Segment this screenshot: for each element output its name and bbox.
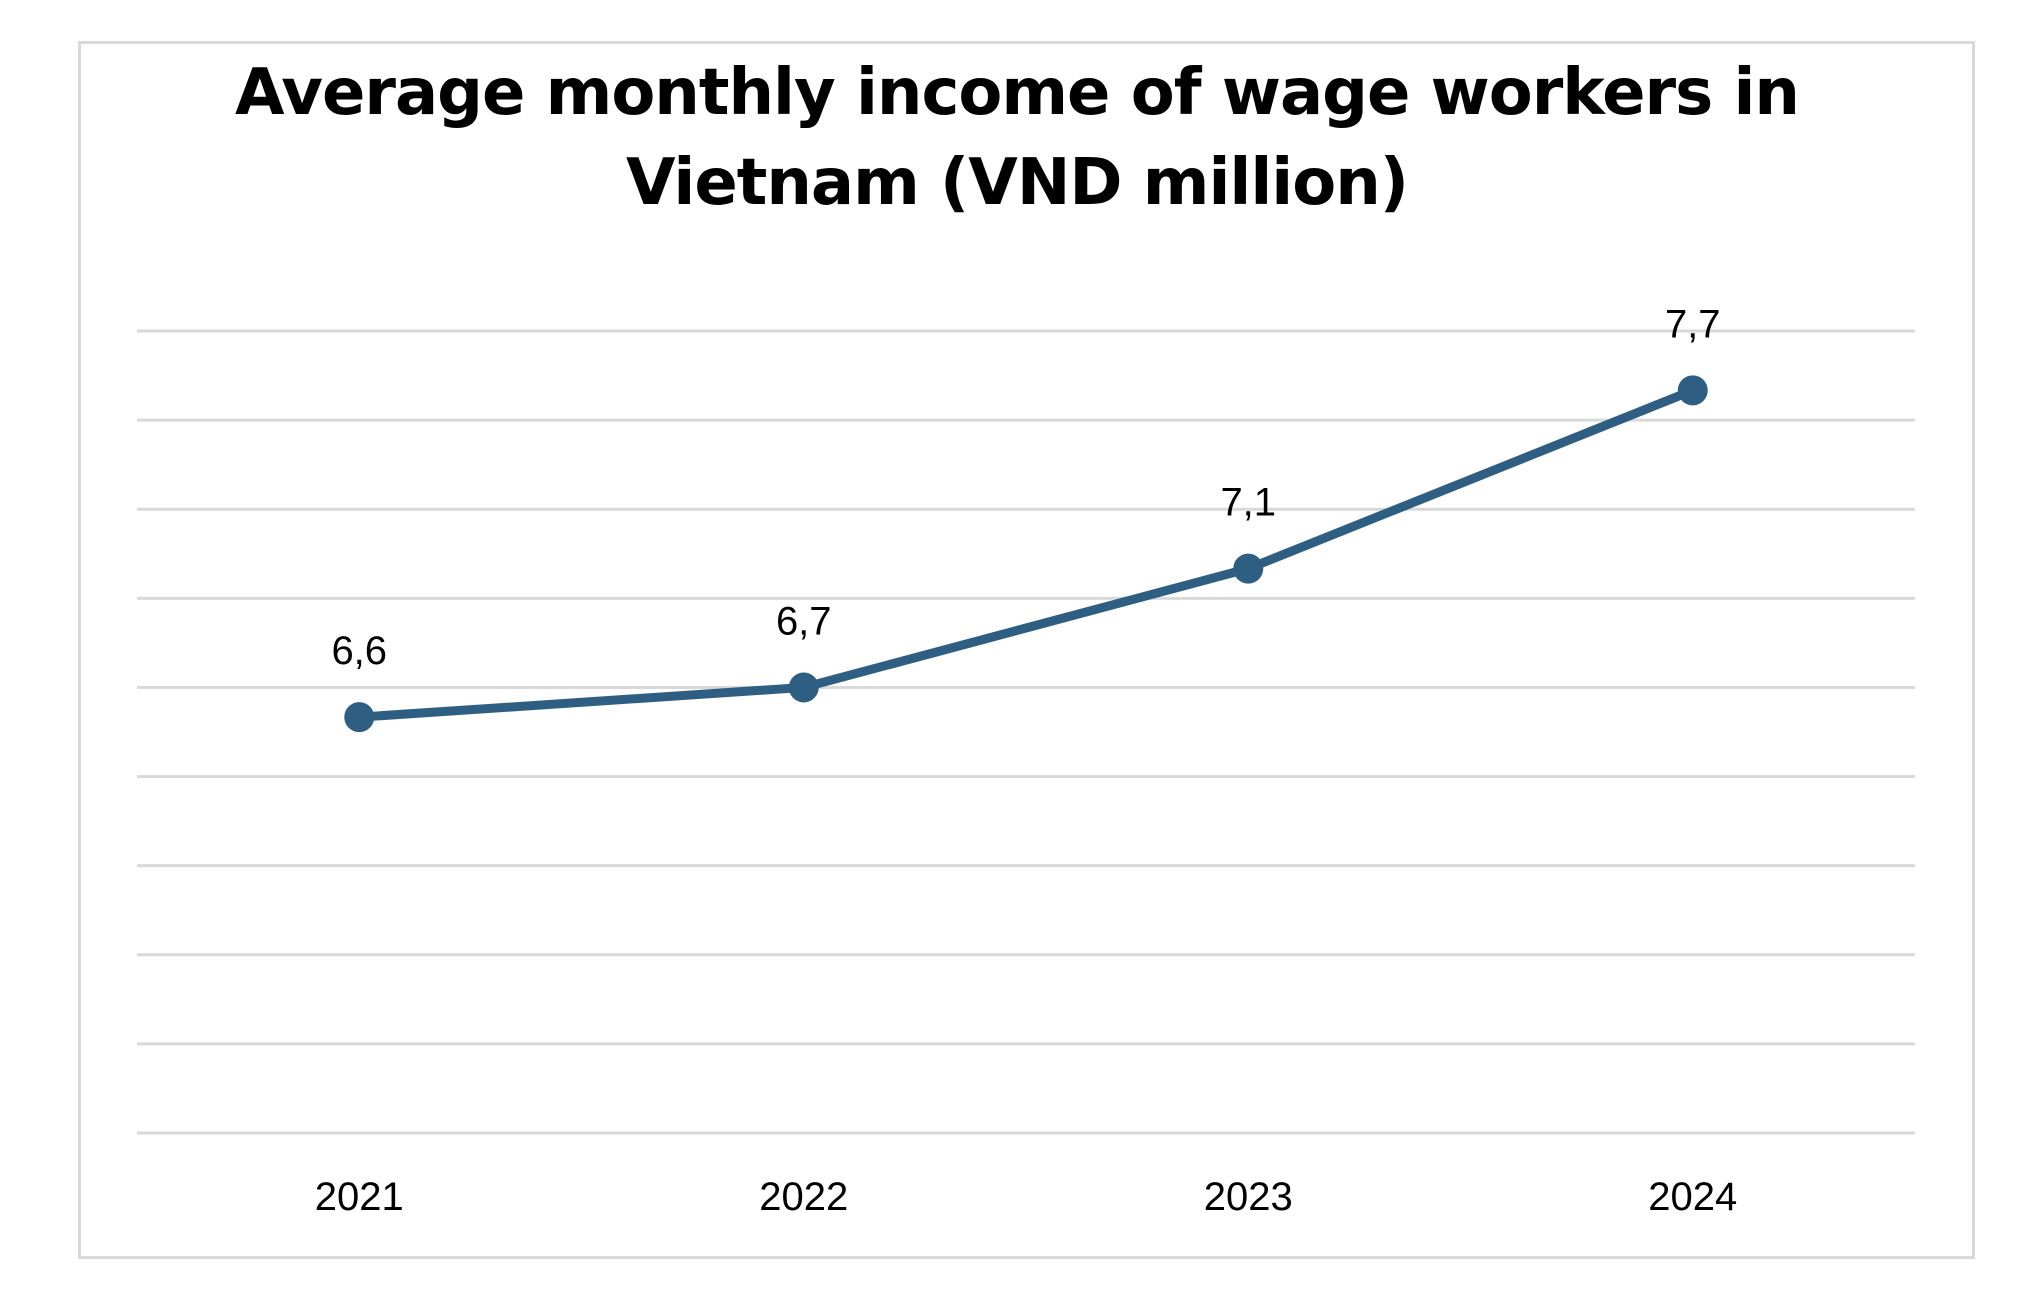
x-tick-label-2023: 2023 <box>1204 1175 1293 1219</box>
x-tick-label-2021: 2021 <box>315 1175 404 1219</box>
chart-frame <box>78 41 1975 1259</box>
data-point-2023 <box>1233 553 1264 584</box>
chart-title-line-2: Vietnam (VND million) <box>625 146 1409 220</box>
gridlines <box>137 329 1915 1135</box>
series-layer <box>344 375 1708 733</box>
chart-title-line-1: Average monthly income of wage workers i… <box>235 56 1800 130</box>
data-label-2021: 6,6 <box>331 629 387 673</box>
data-point-2021 <box>344 702 375 733</box>
x-tick-label-2022: 2022 <box>759 1175 848 1219</box>
data-labels: 6,6 6,7 7,1 7,7 <box>331 302 1720 673</box>
chart-title: Average monthly income of wage workers i… <box>0 48 2034 228</box>
data-point-2024 <box>1677 375 1708 406</box>
x-axis-ticks: 2021 2022 2023 2024 <box>315 1175 1737 1219</box>
data-label-2024: 7,7 <box>1665 302 1721 346</box>
series-line <box>354 385 1698 722</box>
x-tick-label-2024: 2024 <box>1648 1175 1737 1219</box>
data-label-2022: 6,7 <box>776 599 832 643</box>
data-point-2022 <box>788 672 819 703</box>
data-label-2023: 7,1 <box>1220 481 1276 525</box>
